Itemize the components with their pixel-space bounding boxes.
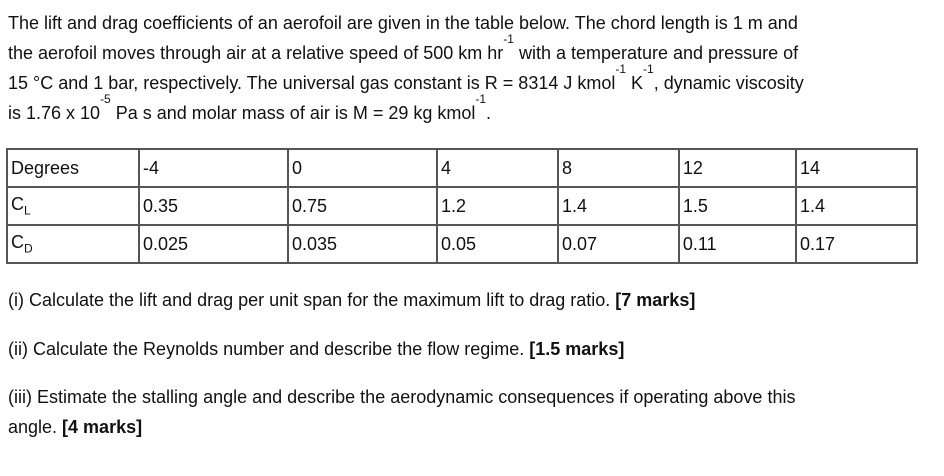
table-cell: 12 [677,148,798,188]
superscript: -1 [475,92,487,106]
text-segment: The lift and drag coefficients of an aer… [8,13,798,33]
question-text: (ii) Calculate the Reynolds number and d… [8,339,530,359]
table-cell: 0.35 [137,186,290,226]
table-cell: 1.2 [436,186,559,226]
row-label-text: Degrees [11,157,80,178]
row-label: CL [6,186,140,226]
table-cell: 8 [556,148,680,188]
question-marks: [7 marks] [615,290,696,310]
text-segment: the aerofoil moves through air at a rela… [8,43,504,63]
question-2: (ii) Calculate the Reynolds number and d… [8,334,624,364]
table-cell: 0.025 [137,224,290,264]
question-text-cont: angle. [8,417,63,437]
text-segment: is 1.76 x 10 [8,103,101,123]
question-3: (iii) Estimate the stalling angle and de… [8,382,795,442]
text-segment: with a temperature and pressure of [513,43,799,63]
table-cell: 0.11 [677,224,798,264]
coefficients-table: Degrees -4 0 4 8 12 14 CL 0.35 0.75 1.2 1.4 1.5 1.4 CD… [6,148,918,264]
text-segment: , dynamic viscosity [653,73,804,93]
table-cell: 14 [795,148,918,188]
intro-line: the aerofoil moves through air at a rela… [8,33,942,68]
row-label-text: C [11,194,24,215]
intro-line: 15 °C and 1 bar, respectively. The unive… [8,63,942,98]
table-cell: 0 [287,148,439,188]
problem-statement: The lift and drag coefficients of an aer… [8,8,942,128]
intro-line: The lift and drag coefficients of an aer… [8,8,942,38]
question-marks: [1.5 marks] [529,339,625,359]
table-cell: 0.17 [795,224,918,264]
table-cell: 0.05 [436,224,559,264]
text-segment: Pa s and molar mass of air is M = 29 kg … [110,103,476,123]
table-row: CD 0.025 0.035 0.05 0.07 0.11 0.17 [6,224,918,264]
row-label-subscript: D [24,241,33,256]
table-cell: 1.4 [556,186,680,226]
superscript: -1 [503,32,514,46]
text-segment: K [626,73,644,93]
row-label-subscript: L [24,203,31,218]
table-row: Degrees -4 0 4 8 12 14 [6,148,918,188]
superscript: -5 [100,92,111,106]
superscript: -1 [643,62,654,76]
table-cell: 0.75 [287,186,439,226]
question-text: (iii) Estimate the stalling angle and de… [8,387,796,407]
table-cell: 1.5 [677,186,798,226]
row-label: CD [6,224,140,264]
table-cell: -4 [137,148,290,188]
table-cell: 1.4 [795,186,918,226]
superscript: -1 [615,62,627,76]
table-cell: 0.035 [287,224,439,264]
table-cell: 0.07 [556,224,680,264]
question-1: (i) Calculate the lift and drag per unit… [8,285,695,315]
text-segment: 15 °C and 1 bar, respectively. The unive… [8,73,616,93]
intro-line: is 1.76 x 10-5 Pa s and molar mass of ai… [8,93,942,128]
text-segment: . [486,103,492,123]
row-label-text: C [11,232,24,253]
table-cell: 4 [436,148,559,188]
row-label: Degrees [6,148,140,188]
question-text: (i) Calculate the lift and drag per unit… [8,290,616,310]
question-marks: [4 marks] [62,417,143,437]
table-row: CL 0.35 0.75 1.2 1.4 1.5 1.4 [6,186,918,226]
